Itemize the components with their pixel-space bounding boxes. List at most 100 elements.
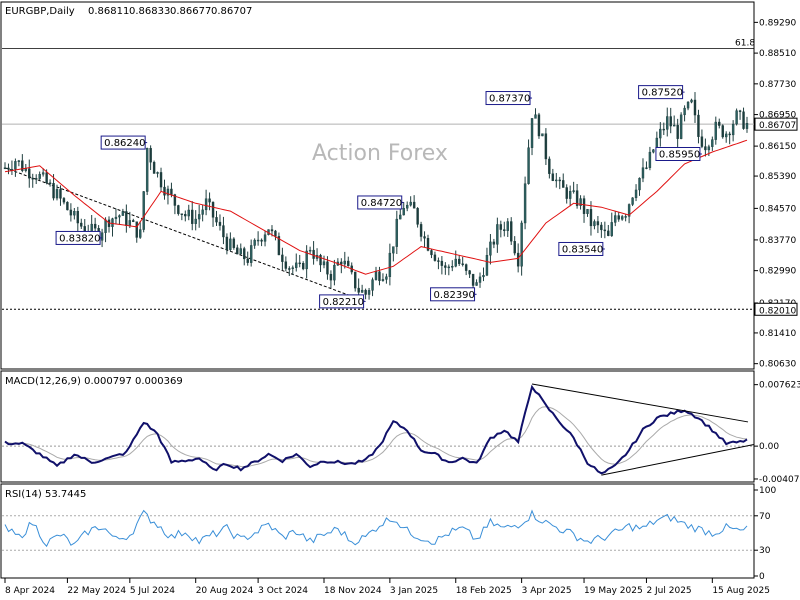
candle-body — [489, 241, 492, 256]
candle-body — [478, 276, 482, 283]
date-tick-label: 2 Jul 2025 — [646, 586, 691, 596]
candle-body — [211, 201, 215, 218]
candle-body — [364, 289, 367, 295]
main-symbol-header: EURGBP,Daily — [5, 6, 75, 17]
candle-body — [728, 133, 731, 136]
candle-body — [139, 229, 142, 238]
candle-body — [527, 147, 530, 184]
candle-body — [291, 267, 294, 269]
candle-body — [676, 124, 679, 139]
candle-body — [707, 146, 711, 151]
macd-signal-line — [4, 406, 748, 468]
candle-body — [187, 209, 190, 217]
candle-body — [562, 180, 565, 188]
candle-body — [256, 239, 260, 242]
candle-body — [392, 246, 395, 254]
candle-body — [333, 264, 336, 281]
candle-body — [731, 123, 735, 136]
candle-body — [55, 189, 59, 199]
candle-body — [360, 289, 364, 293]
candle-body — [666, 116, 669, 130]
candle-body — [263, 234, 267, 242]
candle-body — [548, 158, 551, 174]
candle-body — [745, 122, 749, 129]
candle-body — [721, 125, 724, 138]
candle-body — [62, 198, 66, 203]
price-annotation-label: 0.82390 — [434, 290, 475, 301]
candle-body — [485, 255, 489, 276]
candle-body — [225, 236, 229, 250]
main-price-panel: EURGBP,Daily 0.86811 0.86833 0.86677 0.8… — [0, 1, 798, 370]
candle-body — [184, 214, 187, 217]
candle-body — [669, 116, 672, 127]
candle-body — [177, 205, 180, 214]
candle-body — [298, 262, 301, 265]
candle-body — [742, 111, 745, 129]
candle-body — [679, 114, 683, 139]
candle-body — [201, 209, 204, 215]
candle-body — [530, 118, 534, 148]
candle-body — [395, 218, 399, 247]
candle-body — [638, 177, 641, 191]
price-tick-label: 0.86950 — [759, 111, 796, 121]
macd-tick-label: 0.007623 — [759, 381, 800, 391]
candle-body — [194, 218, 197, 224]
macd-line — [4, 384, 748, 475]
candle-body — [59, 189, 62, 199]
candle-body — [565, 187, 568, 199]
candle-body — [482, 275, 485, 278]
candle-body — [520, 222, 523, 267]
candle-body — [357, 287, 360, 293]
candle-body — [166, 188, 170, 196]
candle-body — [558, 179, 561, 182]
macd-resistance-trendline — [531, 383, 749, 423]
fib-level-label: 61.8 — [735, 38, 755, 48]
price-tick-label: 0.87730 — [759, 80, 796, 90]
candle-body — [672, 124, 676, 127]
candle-body — [48, 182, 52, 185]
candle-body — [503, 229, 506, 231]
candle-body — [475, 282, 478, 286]
candle-body — [69, 209, 73, 216]
candle-body — [218, 221, 222, 226]
candle-body — [471, 273, 475, 286]
price-tick-label: 0.86150 — [759, 142, 796, 152]
candle-body — [80, 222, 83, 227]
candle-body — [170, 188, 173, 195]
candle-body — [239, 248, 242, 255]
candle-body — [534, 114, 537, 119]
candle-body — [76, 210, 80, 224]
candle-body — [423, 236, 426, 239]
date-tick-label: 18 Nov 2024 — [324, 586, 382, 596]
candle-body — [3, 167, 7, 169]
candle-body — [409, 201, 412, 206]
candle-body — [693, 99, 697, 116]
candle-body — [125, 211, 128, 226]
candle-body — [451, 266, 454, 268]
candle-body — [700, 136, 704, 147]
candle-body — [586, 209, 589, 214]
candle-body — [66, 201, 69, 211]
price-annotation-label: 0.87520 — [642, 88, 683, 99]
candle-body — [631, 197, 634, 205]
candle-body — [132, 220, 135, 222]
date-tick-label: 3 Apr 2025 — [522, 586, 572, 596]
candle-body — [523, 183, 527, 224]
candle-body — [204, 198, 208, 211]
candle-body — [312, 249, 315, 259]
candle-body — [156, 172, 159, 174]
candle-body — [406, 204, 409, 209]
candle-body — [152, 161, 156, 174]
candle-body — [617, 215, 620, 220]
candle-body — [412, 201, 416, 209]
candle-body — [711, 139, 714, 147]
candle-body — [416, 208, 419, 225]
candle-body — [385, 276, 388, 280]
candle-body — [458, 258, 461, 264]
candle-body — [468, 270, 471, 275]
candle-body — [641, 167, 645, 179]
support-trendline — [4, 167, 366, 302]
candle-body — [544, 133, 548, 160]
candle-body — [662, 128, 665, 131]
candle-body — [229, 238, 232, 250]
